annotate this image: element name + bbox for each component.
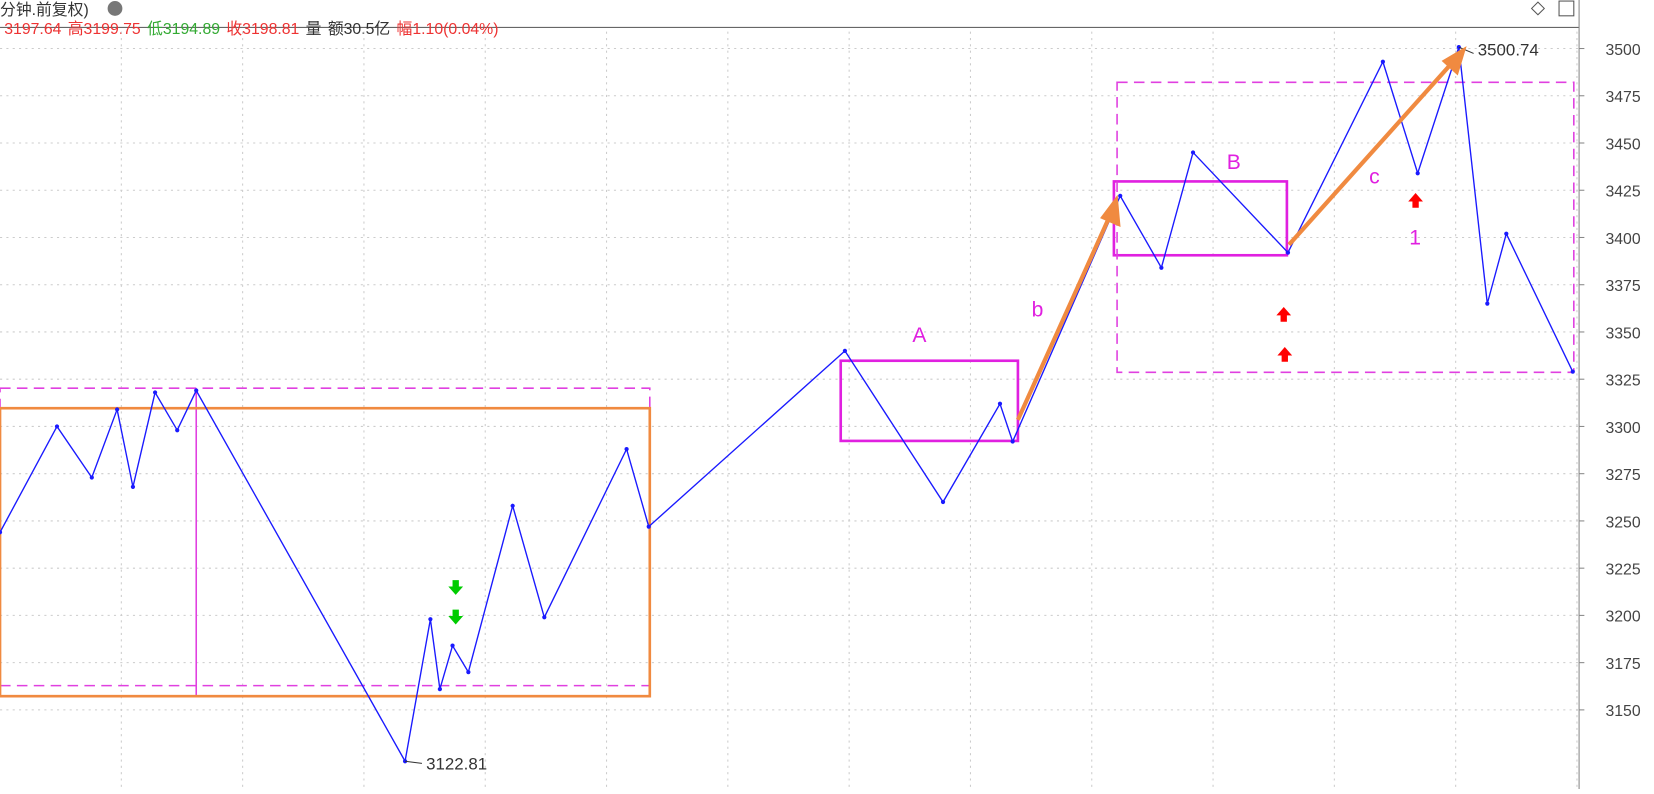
label-b-small: b	[1032, 298, 1044, 321]
arrow-head	[1100, 194, 1121, 227]
pivot	[646, 524, 651, 529]
y-tick-label: 3450	[1605, 136, 1640, 153]
pivot	[842, 348, 848, 353]
pivot	[997, 401, 1003, 406]
label-c: c	[1369, 166, 1380, 189]
signal-arrows	[448, 193, 1423, 625]
pivot	[1159, 265, 1164, 270]
quote-item: 3197.64	[4, 21, 61, 38]
pivot	[510, 503, 515, 508]
pivot	[428, 617, 433, 622]
pivot	[624, 447, 629, 452]
down-arrow	[448, 580, 464, 595]
pivot	[450, 643, 455, 648]
y-tick-label: 3175	[1605, 656, 1640, 673]
y-tick-label: 3375	[1605, 278, 1640, 295]
quote-item: 低3194.89	[147, 20, 220, 38]
y-tick-label: 3350	[1605, 325, 1640, 342]
label-1: 1	[1409, 227, 1421, 250]
header-icon	[107, 1, 123, 16]
diamond-icon	[1530, 1, 1546, 16]
up-arrow	[1276, 306, 1292, 322]
down-arrow	[448, 609, 464, 625]
extreme-label: 3500.74	[1478, 41, 1539, 60]
quote-item: 高3199.75	[68, 20, 141, 38]
extreme-leader	[1458, 46, 1474, 54]
label-a: A	[912, 324, 927, 347]
y-tick-label: 3500	[1605, 42, 1640, 59]
extreme-label: 3122.81	[426, 755, 487, 774]
panel-icon	[1558, 0, 1575, 17]
y-tick-label: 3225	[1605, 561, 1640, 578]
y-tick-label: 3325	[1605, 373, 1640, 390]
arrow	[1287, 59, 1456, 247]
pivot	[115, 407, 120, 412]
trend-arrows	[1015, 46, 1467, 421]
quote-item: 量	[306, 21, 322, 38]
label-b: B	[1227, 151, 1241, 174]
y-tick-label: 3200	[1605, 609, 1640, 626]
pivot	[1010, 439, 1015, 444]
pivot	[89, 475, 94, 480]
pivot	[1485, 301, 1490, 306]
pivot	[542, 615, 547, 620]
quote-item: 收3198.81	[226, 20, 299, 38]
pivot	[1380, 59, 1385, 64]
up-arrow	[1277, 347, 1293, 362]
grid: 3150 3175 3200 3225 3250 3275 3300 3325 3350 3375…	[0, 31, 1641, 790]
zigzag-layer: 3500.74 3122.81	[0, 41, 1575, 774]
y-tick-label: 3400	[1605, 231, 1640, 248]
wave-labels: A B b c 1	[912, 151, 1421, 347]
extreme-leader	[405, 760, 423, 764]
box-a	[839, 359, 1020, 443]
arrow	[1015, 215, 1112, 421]
pivot	[152, 390, 158, 395]
range-box	[0, 406, 652, 698]
pivot	[0, 530, 3, 535]
y-tick-label: 3475	[1605, 89, 1640, 106]
pivot	[1190, 150, 1196, 155]
y-tick-label: 3250	[1605, 514, 1640, 531]
pivot	[175, 428, 180, 433]
pivot	[54, 424, 60, 429]
up-arrow	[1408, 193, 1423, 208]
pivot	[1570, 369, 1575, 374]
quote-item: 幅1.10(0.04%)	[397, 20, 499, 38]
pivot	[1504, 231, 1509, 236]
pivot	[130, 484, 136, 490]
header-title: 分钟.前复权)	[0, 1, 89, 19]
arrow-head	[1441, 46, 1467, 76]
pivot	[437, 686, 442, 692]
pivot	[194, 388, 199, 393]
y-tick-label: 3150	[1605, 703, 1640, 720]
dashed-box	[1116, 81, 1575, 374]
pivot	[1415, 171, 1420, 176]
pivot	[466, 669, 471, 675]
y-tick-label: 3425	[1605, 184, 1640, 201]
quote-item: 额30.5亿	[328, 20, 390, 38]
pivot	[1118, 193, 1123, 199]
quote-bar: 3197.64 高3199.75 低3194.89 收3198.81 量额30.5亿 幅1…	[4, 20, 498, 38]
pivot	[1285, 250, 1291, 255]
y-tick-label: 3275	[1605, 467, 1640, 484]
pivot	[940, 499, 946, 505]
y-tick-label: 3300	[1605, 420, 1640, 437]
